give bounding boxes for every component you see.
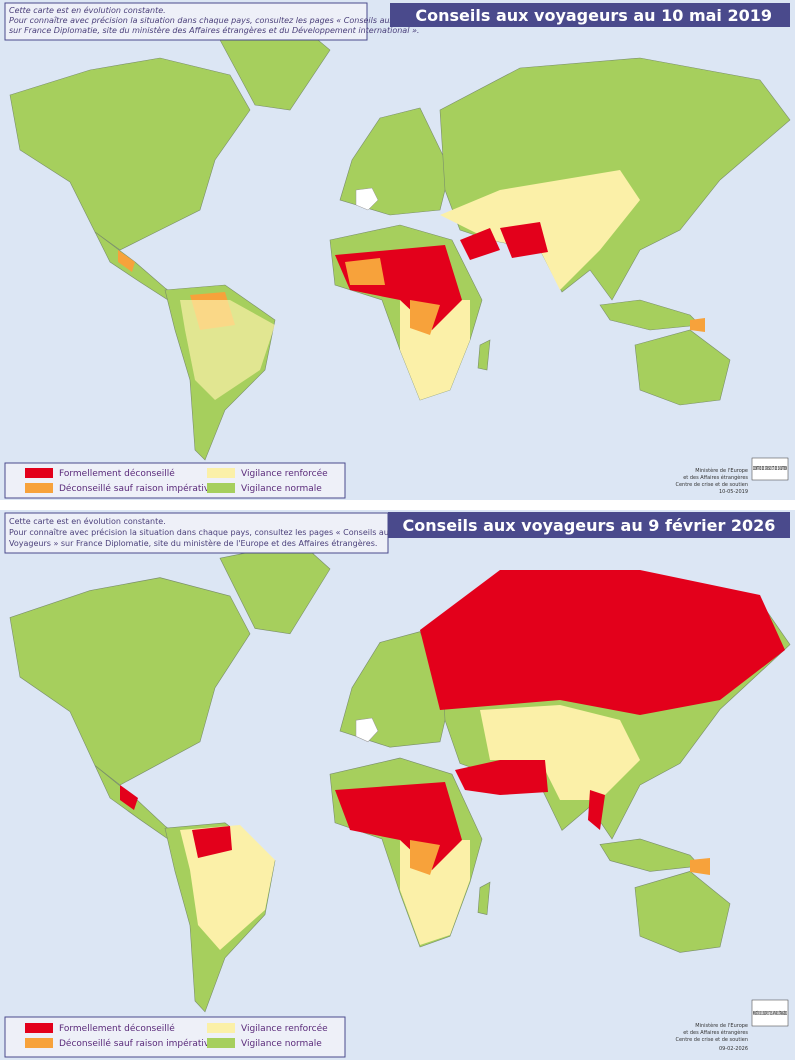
logo-box <box>751 457 789 481</box>
legend-label: Vigilance renforcée <box>241 468 328 479</box>
legend-label: Formellement déconseillé <box>59 468 175 479</box>
credit: Centre de crise et de soutien <box>675 482 748 488</box>
note-line: Cette carte est en évolution constante. <box>9 5 166 15</box>
note-line: sur France Diplomatie, site du ministère… <box>9 25 419 35</box>
legend-label: Déconseillé sauf raison impérative <box>59 1038 215 1049</box>
credit: et des Affaires étrangères <box>683 1029 748 1036</box>
legend: Formellement déconseillé Déconseillé sauf… <box>25 1023 328 1049</box>
legend-label: Vigilance renforcée <box>241 1023 328 1034</box>
credit: Ministère de l'Europe <box>695 467 748 474</box>
note-line: Pour connaître avec précision la situati… <box>9 527 394 537</box>
legend: Formellement déconseillé Déconseillé sauf… <box>25 468 328 494</box>
note-line: Pour connaître avec précision la situati… <box>9 15 446 25</box>
credit: Ministère de l'Europe <box>695 1022 748 1029</box>
legend-swatch <box>25 1023 53 1033</box>
title: Conseils aux voyageurs au 10 mai 2019 <box>415 6 772 25</box>
legend-label: Déconseillé sauf raison impérative <box>59 483 215 494</box>
note-line: Voyageurs » sur France Diplomatie, site … <box>9 538 377 548</box>
legend-swatch <box>25 483 53 493</box>
note-box <box>4 512 389 554</box>
title-bar <box>388 512 790 538</box>
legend-swatch <box>207 1038 235 1048</box>
map-2026 <box>0 510 795 1060</box>
legend-label: Vigilance normale <box>241 1039 322 1049</box>
title: Conseils aux voyageurs au 9 février 2026 <box>403 516 776 535</box>
legend-box <box>4 462 346 499</box>
logo: MINISTÈRE DE L'EUROPE ET DES AFFAIRES ÉT… <box>753 1009 787 1017</box>
credit: Centre de crise et de soutien <box>675 1037 748 1043</box>
legend-swatch <box>25 468 53 478</box>
note-box <box>4 2 368 41</box>
logo-box <box>751 999 789 1027</box>
legend-label: Vigilance normale <box>241 484 322 494</box>
credit: 09-02-2026 <box>719 1046 748 1052</box>
note-line: Cette carte est en évolution constante. <box>9 516 166 526</box>
title-bar <box>390 3 790 27</box>
legend-swatch <box>207 483 235 493</box>
legend-swatch <box>25 1038 53 1048</box>
legend-swatch <box>207 468 235 478</box>
map-2019 <box>0 0 795 500</box>
credit: 10-05-2019 <box>719 489 748 495</box>
legend-swatch <box>207 1023 235 1033</box>
credit: et des Affaires étrangères <box>683 474 748 481</box>
legend-label: Formellement déconseillé <box>59 1023 175 1034</box>
legend-box <box>4 1016 346 1058</box>
logo: CENTRE DE CRISE ET DE SOUTIEN <box>753 466 787 472</box>
